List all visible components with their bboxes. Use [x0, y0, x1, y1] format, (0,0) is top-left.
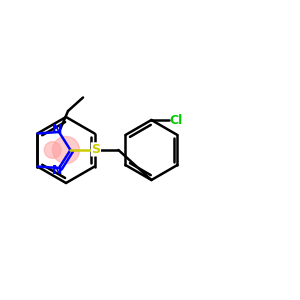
Circle shape	[44, 142, 61, 158]
Circle shape	[52, 136, 80, 164]
Text: N: N	[52, 123, 63, 136]
Text: Cl: Cl	[169, 113, 183, 127]
Text: N: N	[52, 164, 63, 177]
Text: S: S	[92, 143, 100, 156]
